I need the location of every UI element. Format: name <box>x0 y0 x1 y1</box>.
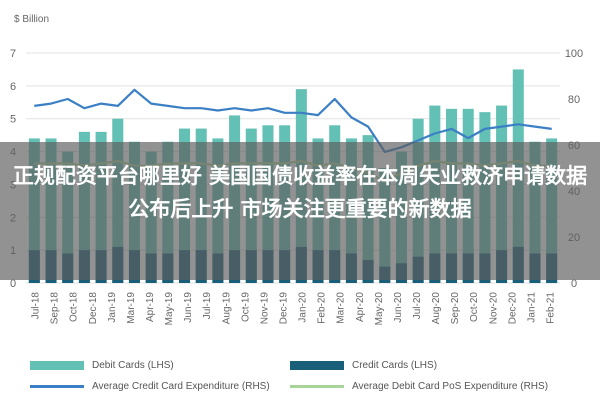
legend-item: Credit Cards (LHS) <box>290 360 437 371</box>
x-tick-label: Apr-20 <box>355 292 366 322</box>
legend-swatch <box>290 385 344 388</box>
legend-item: Average Debit Card PoS Expenditure (RHS) <box>290 381 548 392</box>
headline-text: 正规配资平台哪里好 美国国债收益率在本周失业救济申请数据公布后上升 市场关注更重… <box>12 164 588 221</box>
legend-swatch <box>30 361 84 370</box>
x-tick-label: Jun-20 <box>393 292 404 323</box>
x-tick-label: Dec-20 <box>507 292 518 325</box>
x-tick-label: Sep-20 <box>450 292 461 325</box>
x-tick-label: Dec-18 <box>88 292 99 325</box>
x-tick-label: Jun-19 <box>183 292 194 323</box>
x-tick-label: Oct-18 <box>69 292 80 322</box>
x-tick-label: Jan-19 <box>107 292 118 323</box>
legend-label: Average Credit Card Expenditure (RHS) <box>92 381 270 392</box>
legend-label: Debit Cards (LHS) <box>92 360 174 371</box>
x-tick-label: Oct-20 <box>469 292 480 322</box>
legend-item: Debit Cards (LHS) <box>30 360 174 371</box>
headline-banner: 正规配资平台哪里好 美国国债收益率在本周失业救济申请数据公布后上升 市场关注更重… <box>0 142 600 280</box>
left-tick-label: 7 <box>10 48 16 60</box>
x-axis: Jul-18 Sep-18 Oct-18 Dec-18 Jan-19 Mar-19 Apr-… <box>31 292 557 326</box>
right-tick-label: 80 <box>568 94 580 106</box>
x-tick-label: Mar-20 <box>336 292 347 324</box>
legend-label: Credit Cards (LHS) <box>352 360 438 371</box>
x-tick-label: Nov-19 <box>259 292 270 325</box>
left-tick-label: 6 <box>10 81 16 93</box>
left-tick-label: 0 <box>10 278 16 290</box>
x-tick-label: Jul-18 <box>31 292 42 320</box>
x-tick-label: May-20 <box>374 292 385 326</box>
avg-credit-expenditure-line <box>34 88 552 153</box>
x-tick-label: Oct-19 <box>240 292 251 322</box>
x-tick-label: Aug-19 <box>221 292 232 325</box>
unit-label: $ Billion <box>14 14 49 25</box>
chart-legend: Debit Cards (LHS) Credit Cards (LHS) Avera… <box>0 350 600 400</box>
x-tick-label: May-19 <box>164 292 175 326</box>
x-tick-label: Dec-19 <box>278 292 289 325</box>
x-tick-label: Jan-21 <box>526 292 537 323</box>
x-tick-label: Feb-20 <box>317 292 328 324</box>
x-tick-label: Sep-18 <box>50 292 61 325</box>
legend-swatch <box>290 361 344 370</box>
x-tick-label: Jul-19 <box>202 292 213 320</box>
x-tick-label: Jul-20 <box>412 292 423 320</box>
x-tick-label: Jan-20 <box>298 292 309 323</box>
right-tick-label: 100 <box>565 48 583 60</box>
x-tick-label: Mar-19 <box>126 292 137 324</box>
x-tick-label: Apr-19 <box>145 292 156 322</box>
legend-item: Average Credit Card Expenditure (RHS) <box>30 381 270 392</box>
right-tick-label: 0 <box>571 278 577 290</box>
x-tick-label: Feb-21 <box>545 292 556 324</box>
legend-label: Average Debit Card PoS Expenditure (RHS) <box>352 381 549 392</box>
x-tick-label: Aug-20 <box>431 292 442 325</box>
x-tick-label: Nov-20 <box>488 292 499 325</box>
left-tick-label: 5 <box>10 114 16 126</box>
legend-swatch <box>30 385 84 388</box>
